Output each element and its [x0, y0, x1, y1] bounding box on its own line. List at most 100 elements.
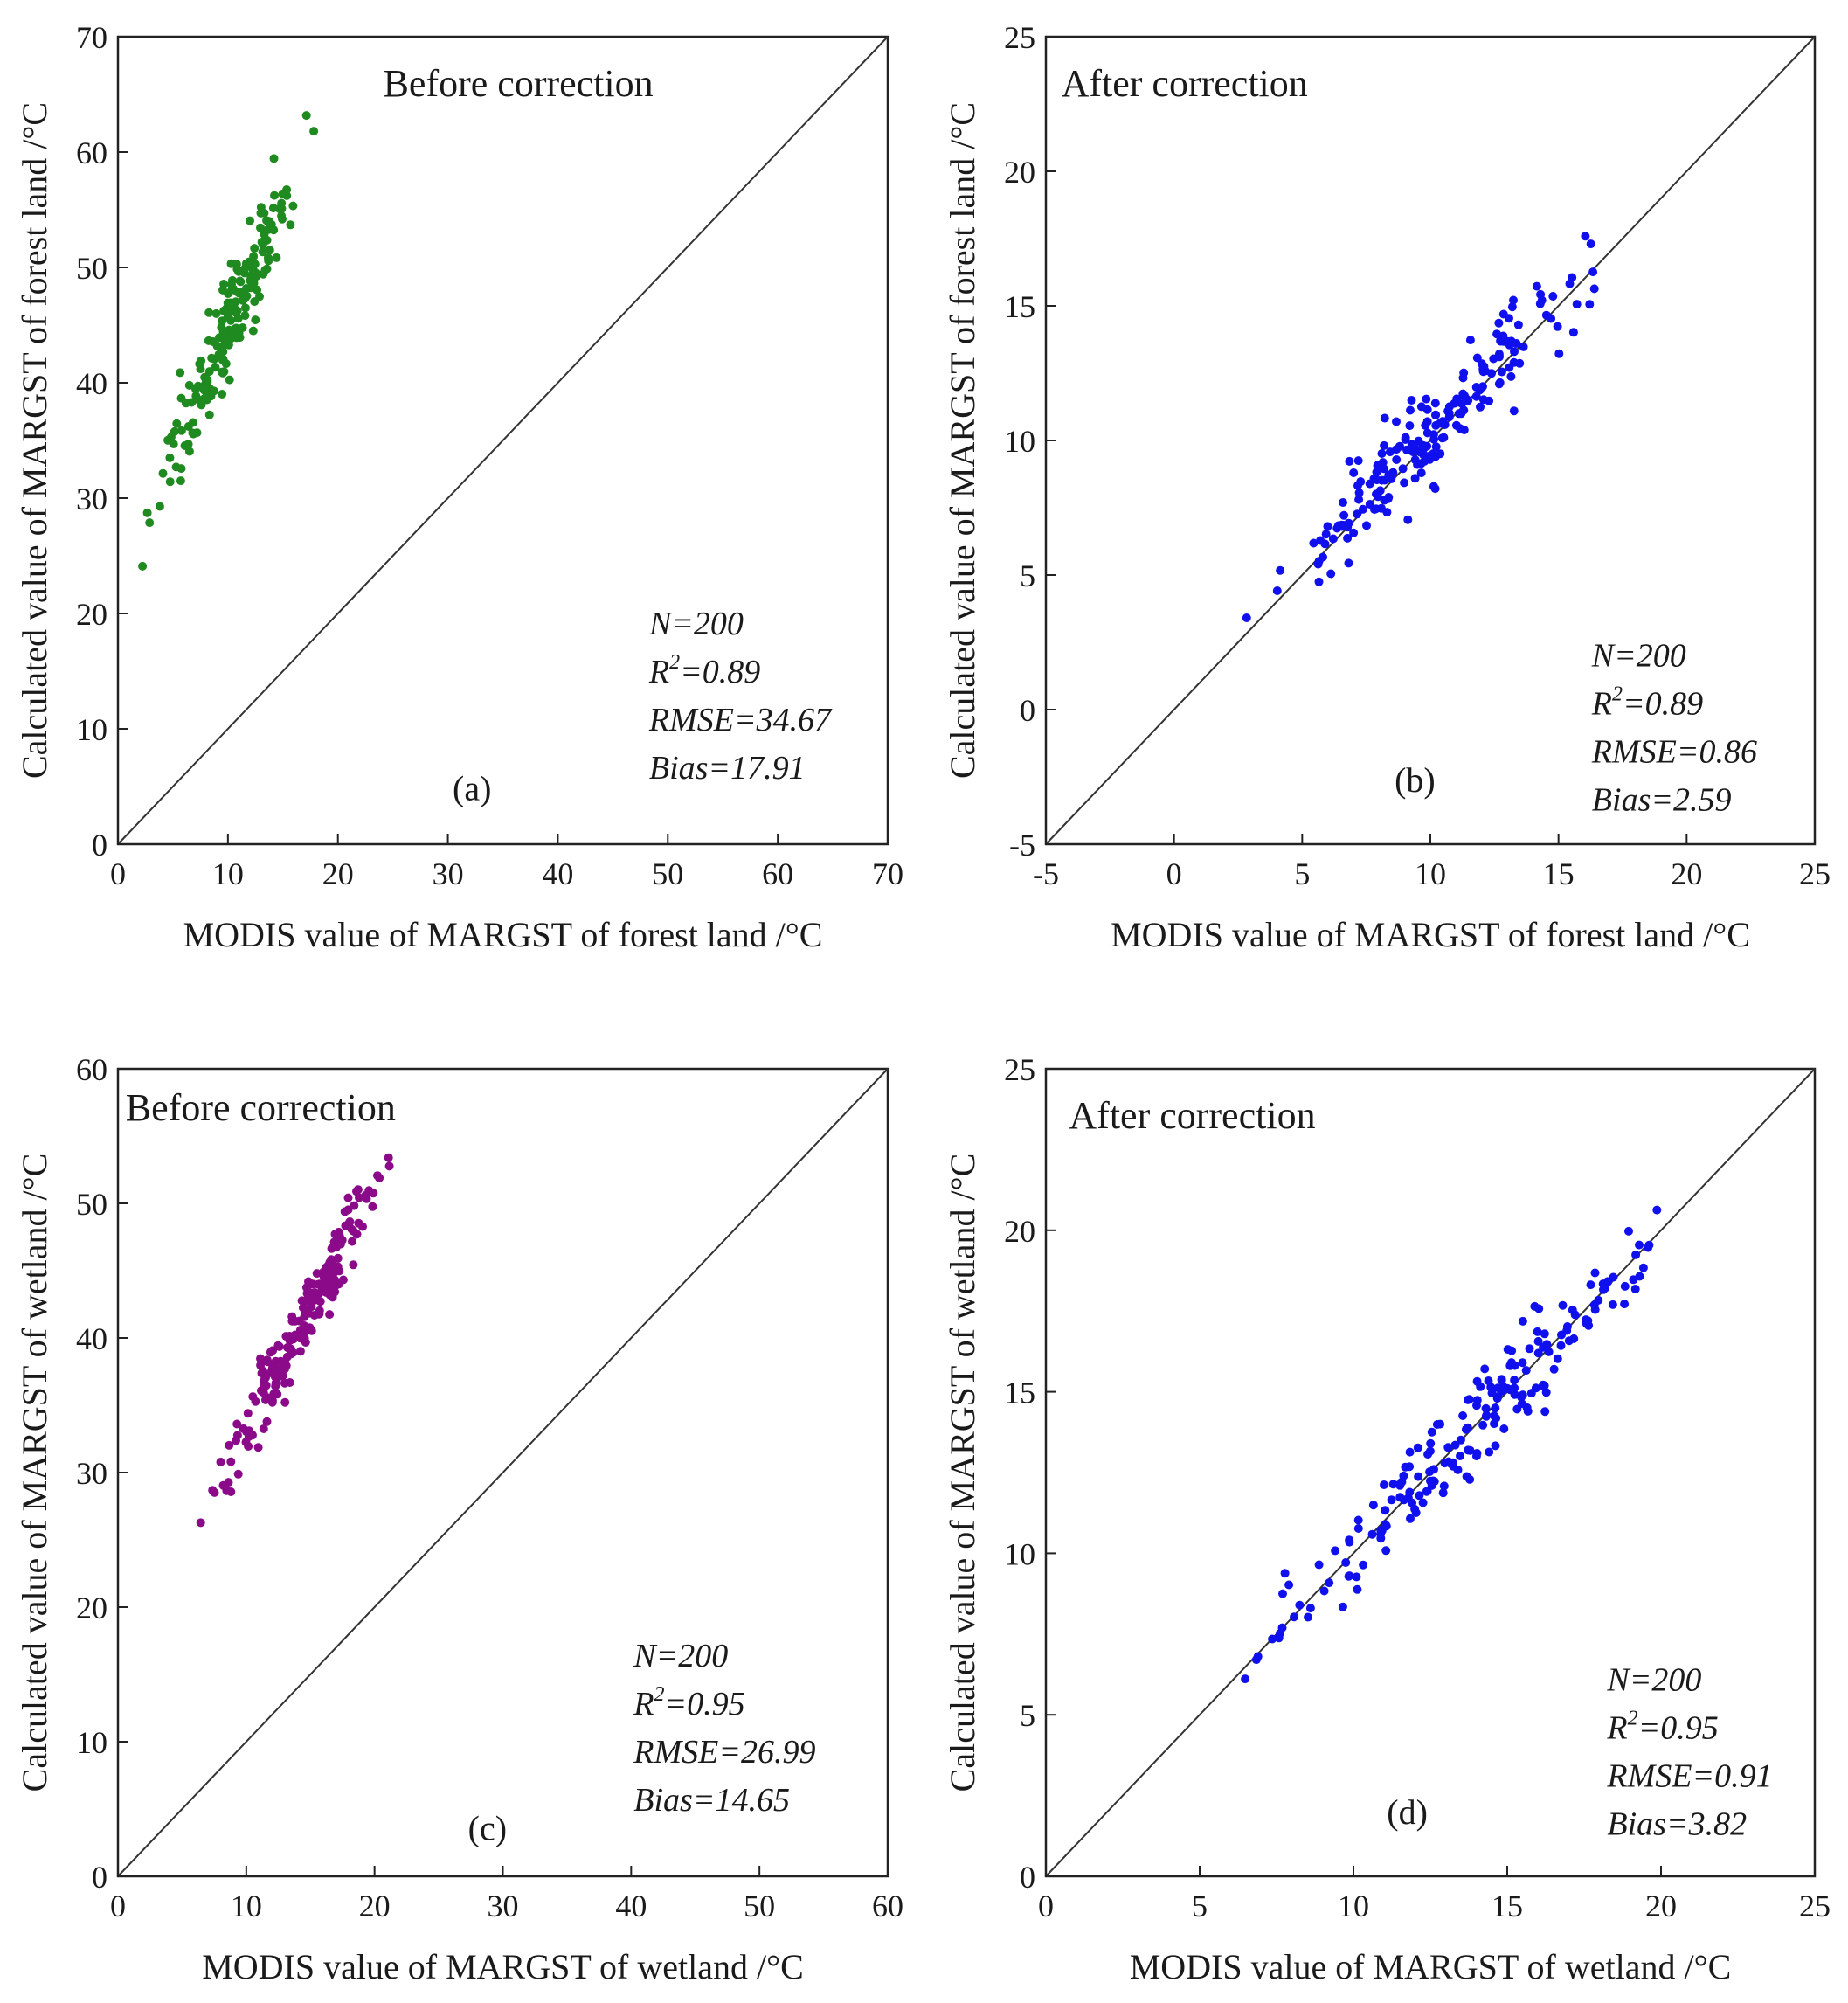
- data-point: [1583, 1316, 1593, 1326]
- data-point: [1465, 336, 1475, 345]
- data-point: [1439, 1481, 1449, 1491]
- data-point: [208, 336, 218, 346]
- data-point: [335, 1231, 344, 1241]
- data-point: [1635, 1240, 1644, 1250]
- data-point: [1465, 1474, 1475, 1484]
- data-point: [1413, 1443, 1422, 1452]
- data-point: [1399, 1471, 1408, 1480]
- data-point: [1415, 1491, 1424, 1501]
- data-point: [286, 220, 295, 230]
- data-point: [262, 1417, 272, 1426]
- data-point: [343, 1193, 353, 1202]
- data-point: [349, 1260, 358, 1270]
- data-point: [1431, 411, 1440, 419]
- data-point: [1332, 523, 1342, 533]
- data-point: [1353, 509, 1362, 519]
- data-point: [1392, 417, 1401, 426]
- data-point: [251, 315, 260, 325]
- data-point: [1338, 1602, 1347, 1611]
- y-tick-label: 10: [1004, 424, 1035, 459]
- data-point: [1472, 1449, 1482, 1458]
- data-point: [1253, 1652, 1263, 1661]
- data-point: [1401, 435, 1410, 444]
- data-point: [1506, 371, 1516, 381]
- data-point: [1506, 1358, 1516, 1368]
- data-point: [265, 246, 274, 255]
- data-point: [1276, 565, 1285, 575]
- data-point: [1368, 1501, 1378, 1510]
- data-point: [288, 201, 298, 211]
- data-point: [1430, 399, 1440, 408]
- stats-line: N=200: [1606, 1661, 1701, 1698]
- data-point: [1507, 1346, 1517, 1355]
- x-tick-label: 25: [1799, 856, 1831, 891]
- data-point: [1371, 504, 1381, 514]
- data-point: [1495, 378, 1505, 387]
- data-point: [210, 386, 218, 396]
- y-tick-label: 60: [76, 1052, 107, 1087]
- data-point: [1484, 1376, 1493, 1385]
- data-point: [362, 1194, 371, 1203]
- data-point: [1343, 533, 1353, 543]
- data-point: [336, 1239, 345, 1249]
- data-point: [1349, 528, 1359, 537]
- data-point: [259, 1388, 268, 1397]
- data-point: [1491, 1403, 1500, 1413]
- data-point: [1472, 1401, 1481, 1410]
- data-point: [204, 308, 214, 317]
- x-tick-label: 10: [231, 1889, 262, 1923]
- data-point: [241, 284, 251, 293]
- data-point: [1590, 1268, 1600, 1278]
- y-tick-label: 60: [76, 135, 107, 170]
- reference-line-1to1: [117, 36, 889, 845]
- data-point: [1644, 1240, 1654, 1250]
- data-point: [1343, 523, 1353, 532]
- data-point: [1471, 392, 1481, 401]
- data-point: [260, 266, 270, 275]
- data-point: [1498, 309, 1508, 319]
- data-point: [355, 1193, 363, 1202]
- stats-line: Bias=2.59: [1592, 782, 1732, 819]
- stats-line: R2=0.89: [648, 651, 760, 690]
- data-point: [204, 410, 214, 419]
- data-point: [1525, 1344, 1534, 1354]
- data-point: [1499, 1424, 1509, 1433]
- data-point: [196, 1518, 205, 1528]
- data-point: [1438, 417, 1448, 426]
- data-point: [138, 561, 148, 571]
- y-tick-label: 70: [76, 20, 107, 55]
- data-point: [1539, 1342, 1548, 1352]
- data-point: [1588, 267, 1598, 277]
- data-point: [249, 279, 259, 288]
- data-point: [1284, 1580, 1294, 1590]
- data-point: [1392, 455, 1402, 464]
- data-point: [1416, 468, 1426, 478]
- data-point: [1319, 552, 1327, 562]
- data-point: [1309, 538, 1319, 548]
- y-tick-label: 10: [76, 1725, 107, 1760]
- data-point: [1401, 1462, 1410, 1472]
- data-point: [261, 1395, 270, 1404]
- data-point: [1494, 318, 1504, 328]
- data-point: [227, 330, 237, 340]
- reference-line-1to1: [117, 1068, 889, 1877]
- data-point: [354, 1218, 363, 1228]
- data-point: [258, 247, 267, 257]
- data-point: [210, 1487, 219, 1497]
- data-point: [225, 1440, 234, 1450]
- plot-frame: [1044, 1067, 1817, 1878]
- data-point: [1410, 474, 1420, 483]
- data-point: [1419, 443, 1429, 453]
- data-point: [1290, 1612, 1298, 1622]
- data-point: [1562, 1322, 1572, 1331]
- data-point: [1540, 1329, 1549, 1339]
- data-point: [256, 1354, 265, 1363]
- data-point: [1532, 281, 1541, 291]
- data-point: [1533, 1327, 1542, 1336]
- data-point: [226, 1487, 236, 1496]
- data-point: [1422, 394, 1431, 404]
- data-point: [273, 1341, 283, 1350]
- data-point: [176, 426, 186, 435]
- data-point: [218, 390, 227, 399]
